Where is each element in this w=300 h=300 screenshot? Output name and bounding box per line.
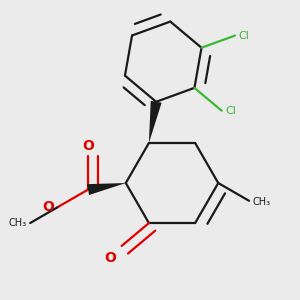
Polygon shape — [149, 101, 162, 143]
Text: O: O — [42, 200, 54, 214]
Polygon shape — [87, 183, 126, 195]
Text: CH₃: CH₃ — [252, 197, 271, 207]
Text: CH₃: CH₃ — [9, 218, 27, 228]
Text: O: O — [104, 251, 116, 266]
Text: Cl: Cl — [225, 106, 236, 116]
Text: Cl: Cl — [238, 31, 249, 40]
Text: O: O — [82, 139, 94, 153]
